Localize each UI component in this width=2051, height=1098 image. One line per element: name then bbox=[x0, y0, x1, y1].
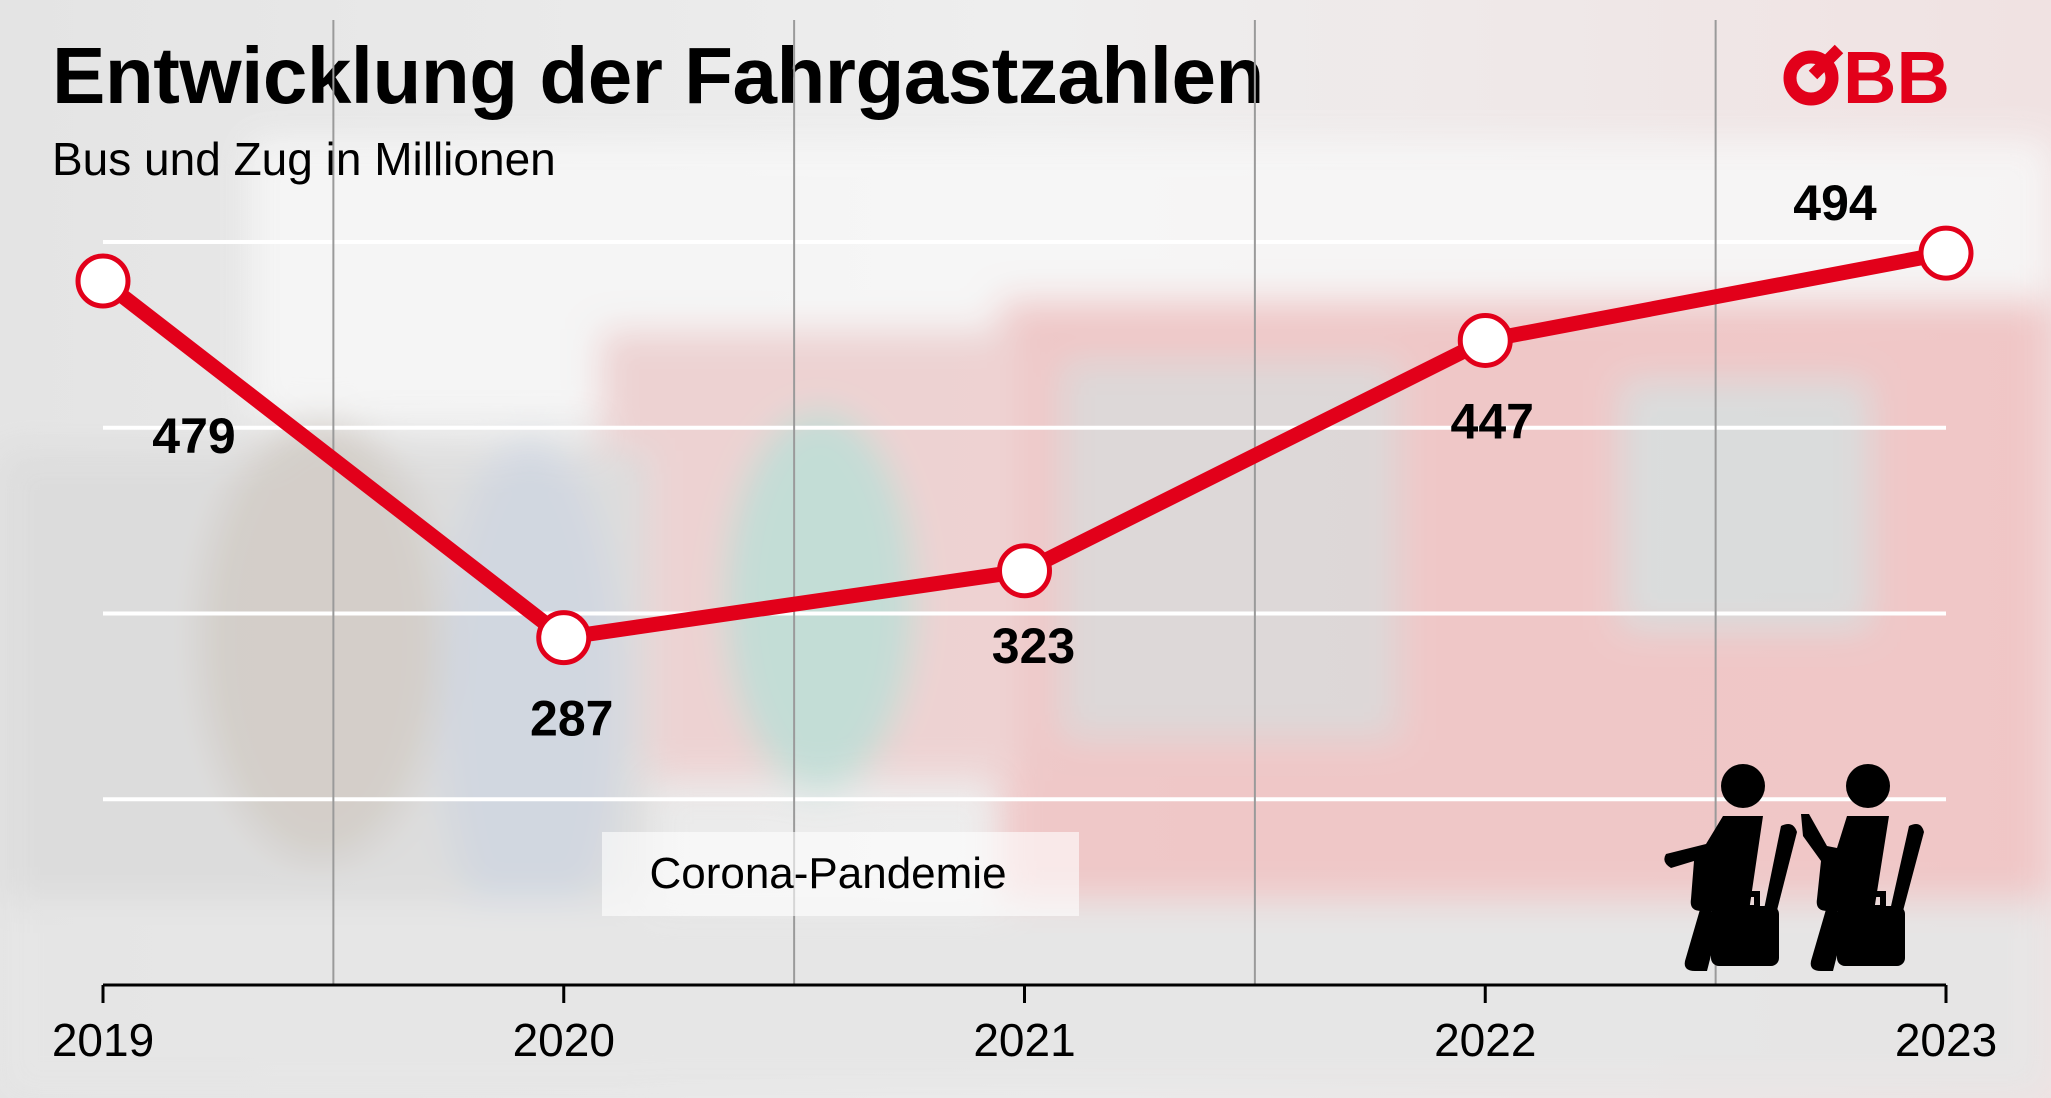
logo-text: BB bbox=[1843, 36, 1950, 119]
series-line bbox=[75, 225, 1974, 666]
x-tick-label-2023: 2023 bbox=[1895, 1014, 1997, 1066]
data-point-2021 bbox=[997, 543, 1052, 599]
data-label-2019: 479 bbox=[152, 408, 235, 464]
data-labels: 479 287 323 447 494 bbox=[152, 175, 1877, 747]
chart-title: Entwicklung der Fahrgastzahlen bbox=[52, 31, 1264, 120]
x-tick-label-2022: 2022 bbox=[1434, 1014, 1536, 1066]
data-label-2020: 287 bbox=[530, 691, 613, 747]
annotation-box bbox=[602, 832, 1079, 916]
year-separators bbox=[332, 20, 1717, 985]
x-axis: 2019 2020 2021 2022 2023 bbox=[52, 983, 1997, 1066]
x-tick-label-2019: 2019 bbox=[52, 1014, 154, 1066]
annotation-corona: Corona-Pandemie bbox=[649, 849, 1006, 898]
data-point-2022 bbox=[1457, 312, 1513, 368]
seated-passengers-with-luggage-icon bbox=[1664, 764, 1924, 971]
data-label-2023: 494 bbox=[1793, 175, 1877, 231]
data-point-2020 bbox=[536, 610, 592, 666]
x-tick-label-2020: 2020 bbox=[513, 1014, 615, 1066]
data-point-2023 bbox=[1918, 225, 1974, 281]
obb-logo: BB bbox=[1783, 36, 1950, 119]
gridlines bbox=[103, 240, 1946, 802]
x-tick-label-2021: 2021 bbox=[973, 1014, 1075, 1066]
chart-subtitle: Bus und Zug in Millionen bbox=[52, 133, 556, 185]
data-label-2021: 323 bbox=[992, 618, 1075, 674]
data-label-2022: 447 bbox=[1451, 393, 1534, 449]
data-point-2019 bbox=[75, 253, 131, 309]
